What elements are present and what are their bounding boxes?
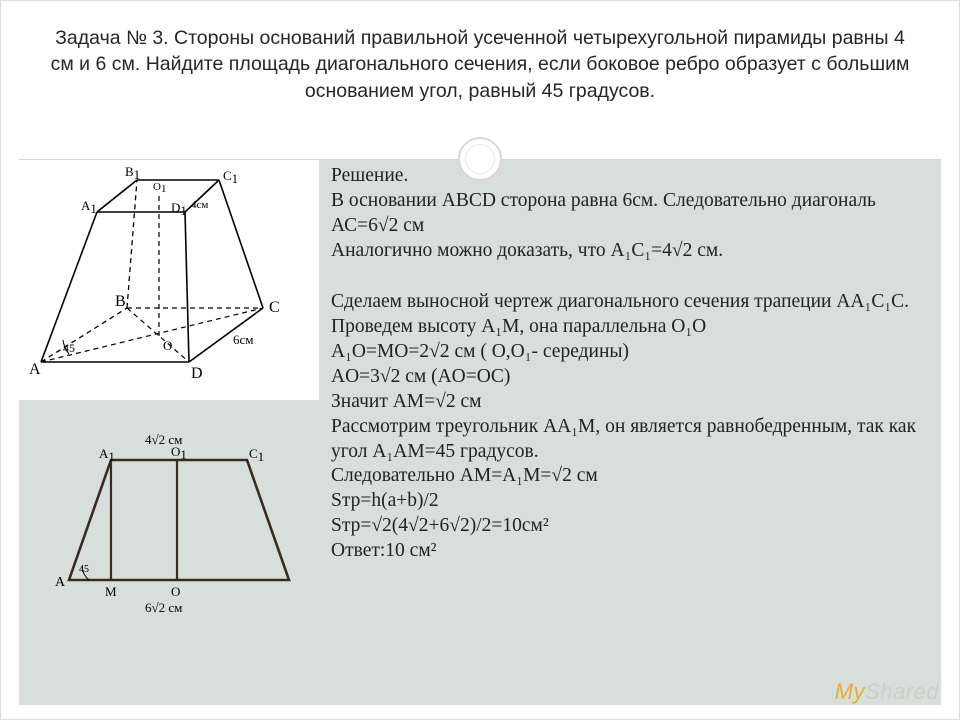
- label-bottom: 6√2 см: [145, 600, 182, 615]
- label-A1: A1: [81, 198, 97, 216]
- line: Проведем высоту A₁M, она параллельна O₁O: [331, 315, 931, 340]
- line: AO=3√2 см (AO=OC): [331, 365, 931, 390]
- label-C: C: [269, 299, 280, 316]
- line: Значит AM=√2 см: [331, 390, 931, 415]
- label2-C1: C1: [249, 446, 264, 464]
- label-4cm: 4см: [191, 199, 208, 211]
- label-C1: C1: [223, 168, 238, 186]
- label-6cm: 6см: [233, 332, 254, 347]
- figure-3d: A B C D A1 B1 C1 D1 O O1 45 6см 4см: [19, 160, 319, 400]
- decorative-ring-icon: [458, 137, 502, 181]
- line: Аналогично можно доказать, что A₁C₁=4√2 …: [331, 239, 931, 264]
- line: A₁O=MO=2√2 см ( O,O₁- середины): [331, 340, 931, 365]
- label2-A1: A1: [99, 446, 115, 464]
- line: Следовательно AM=A₁M=√2 см: [331, 464, 931, 489]
- spacer: [331, 264, 931, 290]
- slide: Задача № 3. Стороны оснований правильной…: [0, 0, 960, 720]
- line: Решение.: [331, 164, 931, 189]
- watermark-my: My: [835, 679, 865, 704]
- label2-angle: 45: [79, 564, 89, 575]
- watermark: MyShared: [835, 679, 939, 705]
- label2-A: A: [55, 575, 66, 590]
- label-B: B: [115, 293, 126, 310]
- line: Рассмотрим треугольник AA₁M, он является…: [331, 415, 931, 465]
- label-D: D: [191, 365, 203, 382]
- label-A: A: [29, 361, 41, 378]
- content-panel: A B C D A1 B1 C1 D1 O O1 45 6см 4см: [19, 160, 941, 705]
- line: Ответ:10 см²: [331, 539, 931, 564]
- watermark-shared: Shared: [865, 679, 939, 704]
- solution-text: Решение. В основании ABCD сторона равна …: [331, 164, 931, 701]
- figure-2d: 4√2 см 6√2 см A A1 O1 C1 M O 45: [49, 420, 319, 630]
- label-O: O: [163, 338, 172, 353]
- problem-text: Задача № 3. Стороны оснований правильной…: [51, 27, 910, 102]
- problem-statement: Задача № 3. Стороны оснований правильной…: [1, 1, 959, 118]
- label-angle45: 45: [63, 341, 75, 355]
- line: Sтр=h(a+b)/2: [331, 489, 931, 514]
- label-O1: O1: [153, 181, 166, 195]
- line: Сделаем выносной чертеж диагонального се…: [331, 290, 931, 315]
- label-B1: B1: [125, 164, 140, 182]
- label2-O: O: [171, 584, 180, 599]
- label2-M: M: [105, 584, 117, 599]
- line: Sтр=√2(4√2+6√2)/2=10см²: [331, 514, 931, 539]
- line: В основании ABCD сторона равна 6см. След…: [331, 189, 931, 239]
- label-D1: D1: [171, 200, 187, 218]
